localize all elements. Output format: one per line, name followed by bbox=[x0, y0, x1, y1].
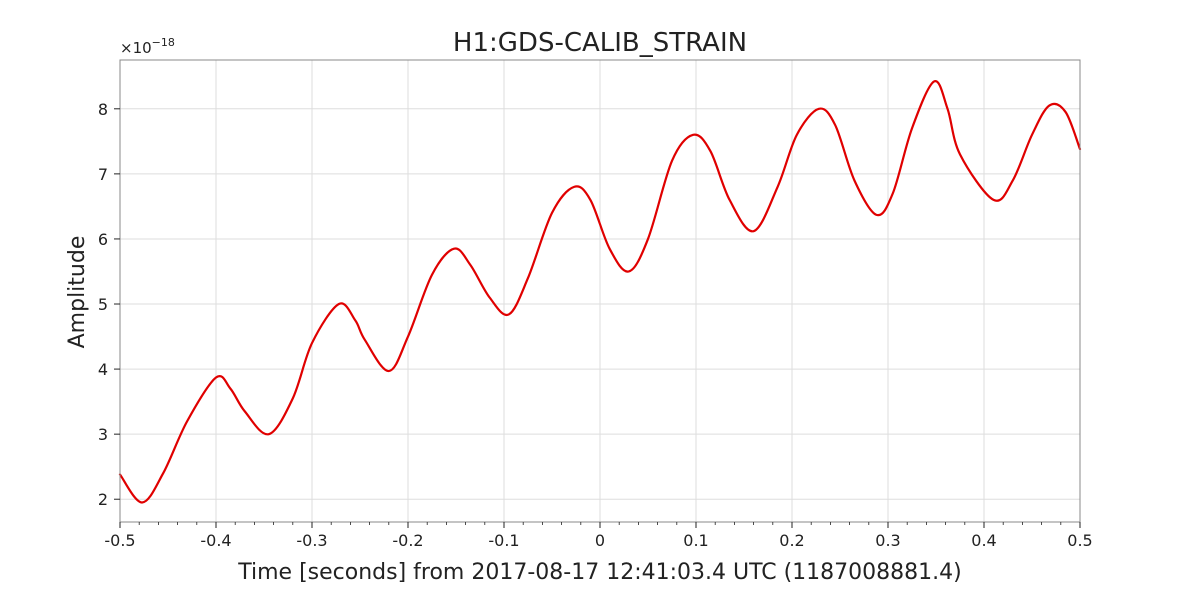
x-tick-labels: -0.5 -0.4 -0.3 -0.2 -0.1 0 0.1 0.2 0.3 0.4 0.5 bbox=[104, 531, 1092, 550]
x-tick-label: 0.3 bbox=[875, 531, 900, 550]
grid-lines bbox=[119, 60, 1081, 522]
y-tick-label: 3 bbox=[98, 425, 108, 444]
x-tick-label: 0 bbox=[595, 531, 605, 550]
x-tick-label: 0.4 bbox=[971, 531, 996, 550]
chart-title: H1:GDS-CALIB_STRAIN bbox=[453, 28, 747, 58]
y-tick-label: 5 bbox=[98, 295, 108, 314]
y-tick-label: 7 bbox=[98, 165, 108, 184]
strain-series-line bbox=[118, 80, 1082, 504]
y-tick-label: 4 bbox=[98, 360, 108, 379]
y-axis-label: Amplitude bbox=[65, 236, 90, 349]
x-tick-label: 0.2 bbox=[779, 531, 804, 550]
x-tick-label: -0.4 bbox=[200, 531, 231, 550]
y-tick-label: 8 bbox=[98, 100, 108, 119]
x-tick-label: -0.5 bbox=[104, 531, 135, 550]
x-axis-label: Time [seconds] from 2017-08-17 12:41:03.… bbox=[237, 560, 961, 585]
x-tick-label: -0.2 bbox=[392, 531, 423, 550]
axis-ticks bbox=[114, 108, 1081, 528]
y-offset-label: ×10−18 bbox=[120, 36, 175, 57]
y-tick-label: 6 bbox=[98, 230, 108, 249]
y-offset-exponent: −18 bbox=[152, 36, 175, 49]
x-tick-label: -0.1 bbox=[488, 531, 519, 550]
y-tick-labels: 2 3 4 5 6 7 8 bbox=[98, 100, 108, 509]
x-tick-label: 0.5 bbox=[1067, 531, 1092, 550]
x-tick-label: 0.1 bbox=[683, 531, 708, 550]
y-tick-label: 2 bbox=[98, 490, 108, 509]
x-tick-label: -0.3 bbox=[296, 531, 327, 550]
